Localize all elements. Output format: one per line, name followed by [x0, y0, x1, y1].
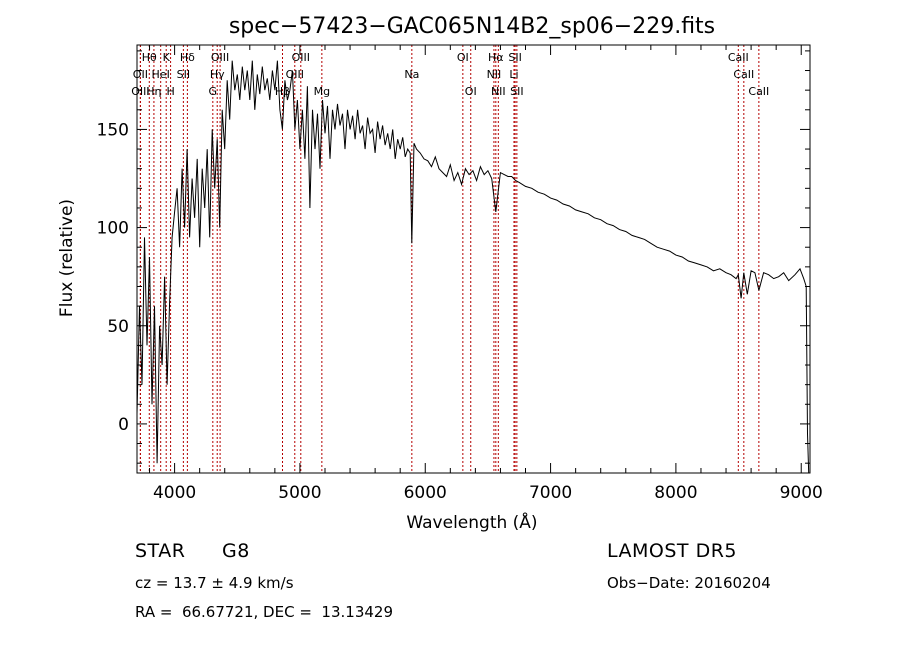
line-label: OI [465, 85, 477, 98]
line-label: Hα [488, 51, 504, 64]
line-label: Na [404, 68, 419, 81]
line-label: Mg [314, 85, 330, 98]
x-tick-label: 8000 [654, 483, 697, 503]
line-label: HeI [152, 68, 170, 81]
y-tick-label: 150 [97, 120, 129, 140]
line-label: K [163, 51, 171, 64]
x-tick-label: 6000 [404, 483, 447, 503]
redshift-cz: cz = 13.7 ± 4.9 km/s [135, 574, 294, 592]
object-class: STAR [135, 540, 186, 562]
plot-frame [136, 44, 811, 474]
line-label: Hδ [180, 51, 195, 64]
line-label: OII [133, 68, 148, 81]
line-label: G [209, 85, 218, 98]
y-tick-label: 100 [97, 219, 129, 239]
x-tick-label: 5000 [278, 483, 321, 503]
line-label: OIII [211, 51, 229, 64]
line-label: Hθ [142, 51, 157, 64]
x-tick-label: 4000 [153, 483, 196, 503]
spectral-line-labels: Hθ K Hδ OIII OIII OI Hα SII CaII OII HeI SII Hγ OIII N… [131, 51, 769, 98]
line-label: H [166, 85, 174, 98]
line-label: NII [491, 85, 506, 98]
line-label: NII [487, 68, 502, 81]
y-axis-label: Flux (relative) [57, 199, 77, 317]
line-label: CaII [748, 85, 769, 98]
line-label: SII [510, 85, 523, 98]
axis-ticks: 4000 5000 6000 7000 8000 9000 0 50 100 150 [97, 45, 823, 503]
x-axis-label: Wavelength (Å) [406, 511, 537, 533]
line-label: OIII [131, 85, 149, 98]
line-label: Li [509, 68, 518, 81]
line-label: SII [177, 68, 190, 81]
coordinates: RA = 66.67721, DEC = 13.13429 [135, 603, 394, 621]
spectral-line-markers [139, 45, 760, 473]
line-label: OIII [286, 68, 304, 81]
spectrum-line [136, 60, 810, 474]
line-label: Hη [146, 85, 161, 98]
object-subclass: G8 [222, 540, 250, 562]
y-tick-label: 0 [118, 415, 129, 435]
survey-name: LAMOST DR5 [607, 540, 737, 562]
line-label: OIII [292, 51, 310, 64]
line-label: OI [457, 51, 469, 64]
x-tick-label: 7000 [529, 483, 572, 503]
line-label: Hγ [210, 68, 225, 81]
line-label: Hβ [275, 85, 290, 98]
observation-date: Obs−Date: 20160204 [607, 574, 771, 592]
line-label: SII [508, 51, 521, 64]
line-label: CaII [733, 68, 754, 81]
y-tick-label: 50 [107, 317, 129, 337]
line-label: CaII [728, 51, 749, 64]
x-tick-label: 9000 [780, 483, 823, 503]
chart-title: spec−57423−GAC065N14B2_sp06−229.fits [229, 14, 715, 39]
